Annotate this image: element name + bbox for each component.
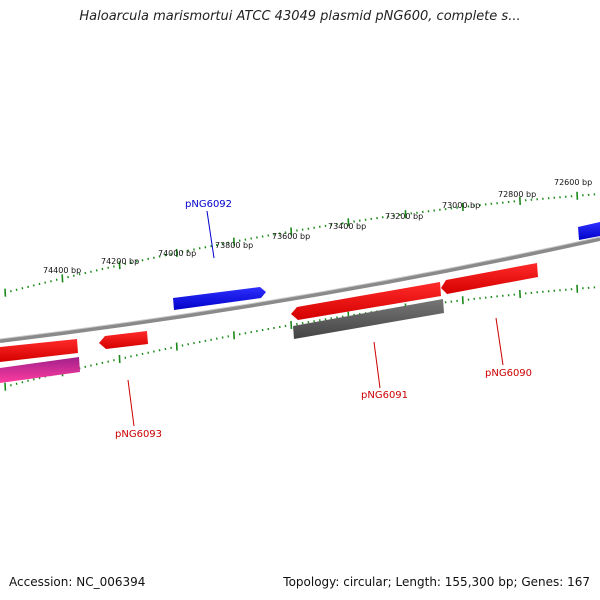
leader-line-pNG6091 [373, 341, 381, 389]
scale-labels: 74400 bp 74200 bp 74000 bp 73800 bp 7360… [43, 178, 592, 275]
leader-line-pNG6090 [495, 317, 504, 366]
gene-label-pNG6093[interactable]: pNG6093 [115, 429, 162, 440]
accession-label: Accession: NC_006394 [9, 575, 146, 589]
genome-backbone [0, 237, 600, 343]
gene-label-pNG6090[interactable]: pNG6090 [485, 368, 532, 379]
leader-line-pNG6092 [206, 210, 215, 259]
gene-feature-reverse[interactable] [0, 339, 78, 362]
gene-feature-forward[interactable] [578, 222, 600, 240]
gene-label-pNG6091[interactable]: pNG6091 [361, 390, 408, 401]
label-leader-lines [127, 210, 504, 427]
gene-labels: pNG6092 pNG6093 pNG6091 pNG6090 [115, 199, 532, 440]
gene-label-pNG6092[interactable]: pNG6092 [185, 199, 232, 210]
feature-magenta[interactable] [0, 357, 80, 383]
feature-gray[interactable] [293, 299, 444, 339]
gene-feature-pNG6090[interactable] [441, 263, 538, 294]
gene-feature-pNG6093[interactable] [99, 331, 148, 349]
scale-label: 73800 bp [215, 241, 253, 250]
forward-strand-genes [173, 222, 600, 310]
page-title: Haloarcula marismortui ATCC 43049 plasmi… [79, 9, 521, 24]
genome-summary: Topology: circular; Length: 155,300 bp; … [283, 575, 590, 589]
scale-label: 74400 bp [43, 266, 81, 275]
scale-label: 74200 bp [101, 257, 139, 266]
scale-label: 73600 bp [272, 232, 310, 241]
scale-label: 73200 bp [385, 212, 423, 221]
reverse-strand-genes [0, 263, 538, 362]
scale-label: 73400 bp [328, 222, 366, 231]
outer-scale-ticks [4, 191, 596, 297]
leader-line-pNG6093 [127, 379, 135, 427]
scale-label: 72600 bp [554, 178, 592, 187]
scale-label: 72800 bp [498, 190, 536, 199]
scale-label: 73000 bp [442, 201, 480, 210]
gene-feature-pNG6092[interactable] [173, 287, 266, 310]
feature-track [0, 299, 444, 383]
genome-backbone-highlight [0, 236, 600, 340]
scale-label: 74000 bp [158, 249, 196, 258]
gene-feature-pNG6091[interactable] [291, 282, 441, 320]
